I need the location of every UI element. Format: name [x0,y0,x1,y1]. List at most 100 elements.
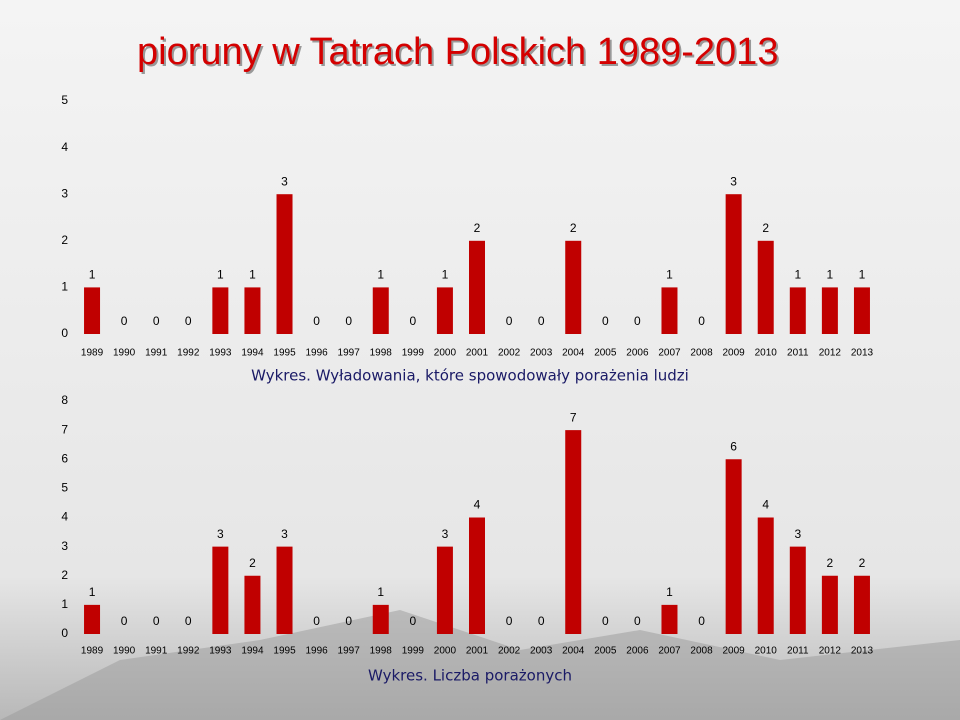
value-label: 3 [730,174,737,188]
x-tick-label: 1992 [177,348,200,359]
x-tick-label: 2001 [466,348,489,359]
bar [789,287,806,334]
y-tick-label: 5 [61,93,68,107]
x-tick-label: 2010 [755,646,778,657]
value-label: 0 [121,314,128,328]
value-label: 1 [827,268,834,282]
bar [372,604,389,634]
value-label: 3 [442,527,449,541]
x-tick-label: 1995 [273,646,296,657]
value-label: 2 [570,221,577,235]
value-label: 4 [474,498,481,512]
value-label: 0 [634,614,641,628]
x-tick-label: 2003 [530,348,553,359]
value-label: 0 [153,314,160,328]
value-label: 3 [217,527,224,541]
x-tick-label: 2012 [819,348,842,359]
value-label: 0 [313,314,320,328]
value-label: 1 [794,268,801,282]
bar [757,517,774,634]
y-tick-label: 0 [61,326,68,340]
x-tick-label: 1999 [402,348,425,359]
x-tick-label: 2013 [851,646,874,657]
value-label: 0 [698,314,705,328]
x-tick-label: 1989 [81,646,104,657]
y-tick-label: 8 [61,393,68,407]
y-tick-label: 5 [61,481,68,495]
x-tick-label: 1997 [338,348,361,359]
x-tick-label: 2013 [851,348,874,359]
y-tick-label: 2 [61,233,68,247]
x-tick-label: 2002 [498,646,521,657]
value-label: 0 [121,614,128,628]
y-tick-label: 2 [61,568,68,582]
value-label: 0 [538,314,545,328]
x-tick-label: 1997 [338,646,361,657]
value-label: 3 [794,527,801,541]
value-label: 1 [249,268,256,282]
x-tick-label: 1995 [273,348,296,359]
x-tick-label: 2008 [690,646,713,657]
value-label: 0 [185,314,192,328]
value-label: 0 [153,614,160,628]
y-tick-label: 3 [61,539,68,553]
bar [789,546,806,634]
value-label: 1 [89,585,96,599]
value-label: 0 [538,614,545,628]
x-tick-label: 2005 [594,646,617,657]
value-label: 0 [185,614,192,628]
chart-caption: Wykres. Liczba porażonych [368,667,572,685]
x-tick-label: 1998 [370,646,393,657]
bar [84,604,101,634]
x-tick-label: 2006 [626,646,649,657]
value-label: 0 [698,614,705,628]
x-tick-label: 2003 [530,646,553,657]
y-tick-label: 4 [61,510,68,524]
value-label: 3 [281,527,288,541]
value-label: 1 [442,268,449,282]
bar [276,546,293,634]
x-tick-label: 2007 [658,646,681,657]
value-label: 1 [666,268,673,282]
x-tick-label: 1996 [305,646,328,657]
y-tick-label: 7 [61,422,68,436]
bar [212,287,229,334]
value-label: 0 [634,314,641,328]
x-tick-label: 2004 [562,348,585,359]
x-tick-label: 2009 [723,646,746,657]
x-tick-label: 1998 [370,348,393,359]
y-tick-label: 1 [61,280,68,294]
x-tick-label: 1989 [81,348,104,359]
x-tick-label: 2002 [498,348,521,359]
y-tick-label: 0 [61,626,68,640]
y-tick-label: 1 [61,597,68,611]
bar [725,194,742,334]
x-tick-label: 2011 [787,646,809,657]
page-title: pioruny w Tatrach Polskich 1989-2013 [137,31,778,73]
value-label: 7 [570,410,577,424]
value-label: 0 [602,614,609,628]
x-tick-label: 1996 [305,348,328,359]
bar [853,575,870,634]
x-tick-label: 1990 [113,348,136,359]
x-tick-label: 2000 [434,348,457,359]
x-tick-label: 2007 [658,348,681,359]
bar [469,517,485,634]
y-tick-label: 6 [61,451,68,465]
value-label: 0 [506,614,513,628]
x-tick-label: 2009 [723,348,746,359]
x-tick-label: 1993 [209,646,232,657]
x-tick-label: 2010 [755,348,778,359]
value-label: 1 [859,268,866,282]
x-tick-label: 1999 [402,646,425,657]
bar [84,287,101,334]
bar [565,430,582,634]
bar [757,240,774,334]
value-label: 0 [345,314,352,328]
y-tick-label: 4 [61,140,68,154]
bar [436,546,453,634]
title-shadow: pioruny w Tatrach Polskich 1989-2013 [139,33,780,75]
value-label: 2 [249,556,256,570]
x-tick-label: 1991 [145,348,168,359]
